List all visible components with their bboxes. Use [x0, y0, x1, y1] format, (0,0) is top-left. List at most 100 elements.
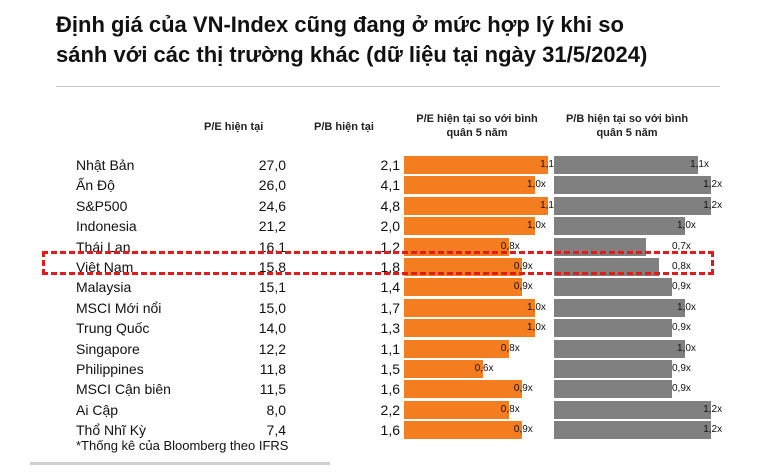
pb-relative-label: 1,0x	[677, 342, 696, 354]
pe-relative-label: 1,0x	[527, 301, 546, 313]
pb-relative-label: 0,9x	[672, 383, 691, 395]
country-label: Indonesia	[76, 218, 137, 235]
pe-value: 27,0	[258, 157, 286, 173]
pe-value: 11,8	[259, 361, 286, 377]
pb-value: 1,8	[380, 259, 400, 275]
country-label: Thái Lan	[76, 238, 131, 255]
table-row: Indonesia 21,2 2,0 1,0x 1,0x	[0, 216, 780, 236]
country-label: MSCI Mới nổi	[76, 299, 162, 316]
pb-relative-bar	[554, 196, 712, 215]
pb-relative-bar	[554, 258, 659, 276]
pe-relative-label: 0,8x	[500, 240, 520, 252]
table-row: Nhật Bản 27,0 2,1 1,1x 1,1x	[0, 155, 780, 175]
pb-relative-bar	[554, 380, 672, 399]
country-label: Ấn Độ	[76, 177, 115, 194]
pe-relative-bar	[404, 156, 549, 174]
pb-value: 1,6	[380, 422, 400, 439]
pb-relative-bar	[554, 217, 685, 236]
pb-relative-label: 1,0x	[677, 301, 696, 313]
pb-relative-label: 0,9x	[672, 322, 691, 334]
pb-relative-label: 0,9x	[672, 363, 691, 374]
header-pb-relative-line2: quân 5 năm	[596, 127, 658, 139]
pe-relative-bar	[404, 380, 522, 399]
pe-value: 12,2	[258, 340, 286, 357]
pe-relative-label: 0,8x	[500, 342, 520, 354]
country-label: S&P500	[76, 197, 128, 214]
country-label: Ai Cập	[76, 401, 119, 418]
table-row: MSCI Mới nổi 15,0 1,7 1,0x 1,0x	[0, 298, 780, 318]
pb-value: 4,8	[380, 197, 400, 214]
page-title: Định giá của VN-Index cũng đang ở mức hợ…	[56, 10, 756, 70]
pe-value: 14,0	[258, 320, 286, 337]
pe-relative-bar	[404, 339, 509, 358]
pe-value: 7,4	[266, 422, 286, 439]
title-line-2: sánh với các thị trường khác (dữ liệu tạ…	[56, 42, 648, 67]
country-label: MSCI Cận biên	[76, 381, 171, 398]
vietnam-highlight-box	[42, 251, 714, 275]
pb-relative-label: 1,2x	[703, 424, 723, 436]
pe-value: 11,5	[259, 381, 286, 398]
table-row: MSCI Cận biên 11,5 1,6 0,9x 0,9x	[0, 379, 780, 399]
bottom-divider	[30, 462, 330, 465]
country-label: Thổ Nhĩ Kỳ	[76, 422, 147, 439]
pb-relative-label: 0,8x	[672, 261, 691, 272]
pb-relative-label: 1,2x	[703, 403, 723, 415]
country-label: Nhật Bản	[76, 157, 135, 173]
pe-relative-label: 0,9x	[513, 383, 533, 395]
pe-relative-bar	[404, 298, 535, 317]
table-row: Ấn Độ 26,0 4,1 1,0x 1,2x	[0, 175, 780, 195]
pb-relative-bar	[554, 176, 712, 195]
pb-relative-bar	[554, 156, 699, 174]
header-pe-relative-line2: quân 5 năm	[446, 127, 508, 139]
pb-value: 1,2	[380, 238, 400, 255]
pb-relative-label: 1,2x	[703, 199, 723, 211]
table-row: Singapore 12,2 1,1 0,8x 1,0x	[0, 339, 780, 359]
pe-value: 15,1	[258, 279, 286, 296]
table-row: Philippines 11,8 1,5 0,6x 0,9x	[0, 359, 780, 379]
pb-relative-label: 0,7x	[672, 240, 691, 252]
pb-relative-bar	[554, 319, 672, 338]
pe-value: 16,1	[258, 238, 286, 255]
pe-relative-bar	[404, 196, 549, 215]
pe-relative-bar	[404, 421, 522, 440]
pe-value: 15,8	[258, 259, 286, 275]
pb-value: 1,6	[380, 381, 400, 398]
pe-relative-label: 1,0x	[527, 179, 546, 191]
pe-relative-label: 1,1x	[540, 159, 559, 170]
pb-value: 2,1	[380, 157, 400, 173]
pb-relative-bar	[554, 339, 685, 358]
pb-relative-label: 1,2x	[703, 179, 723, 191]
pe-relative-label: 1,0x	[527, 322, 546, 334]
pe-value: 24,6	[258, 197, 286, 214]
pe-relative-bar	[404, 217, 535, 236]
table-row: Việt Nam 15,8 1,8 0,9x 0,8x	[0, 257, 780, 277]
table-row: Ai Cập 8,0 2,2 0,8x 1,2x	[0, 400, 780, 420]
pe-relative-label: 0,9x	[513, 281, 533, 293]
footnote: *Thống kê của Bloomberg theo IFRS	[76, 438, 289, 453]
country-label: Singapore	[76, 340, 140, 357]
pb-value: 1,3	[380, 320, 400, 337]
pb-value: 1,4	[380, 279, 400, 296]
country-label: Trung Quốc	[76, 320, 150, 337]
pb-value: 2,2	[380, 401, 400, 418]
header-pb-relative: P/B hiện tại so với bình quân 5 năm	[554, 112, 700, 140]
pe-relative-bar	[404, 360, 483, 378]
pe-value: 21,2	[258, 218, 286, 235]
pb-value: 1,7	[380, 299, 400, 316]
pe-relative-bar	[404, 278, 522, 297]
pb-relative-bar	[554, 400, 712, 419]
pb-relative-label: 1,1x	[690, 159, 709, 170]
pe-relative-label: 0,6x	[474, 363, 494, 374]
table-row: Thổ Nhĩ Kỳ 7,4 1,6 0,9x 1,2x	[0, 420, 780, 440]
pe-value: 8,0	[266, 401, 286, 418]
header-pe: P/E hiện tại	[204, 121, 264, 133]
header-pb: P/B hiện tại	[314, 121, 374, 133]
pe-relative-label: 1,1x	[540, 199, 559, 211]
pb-value: 4,1	[380, 177, 400, 194]
pe-relative-label: 0,9x	[513, 424, 533, 436]
pb-relative-bar	[554, 278, 672, 297]
pe-relative-bar	[404, 400, 509, 419]
header-pe-relative: P/E hiện tại so với bình quân 5 năm	[404, 112, 550, 140]
header-pb-relative-line1: P/B hiện tại so với bình	[565, 113, 689, 125]
